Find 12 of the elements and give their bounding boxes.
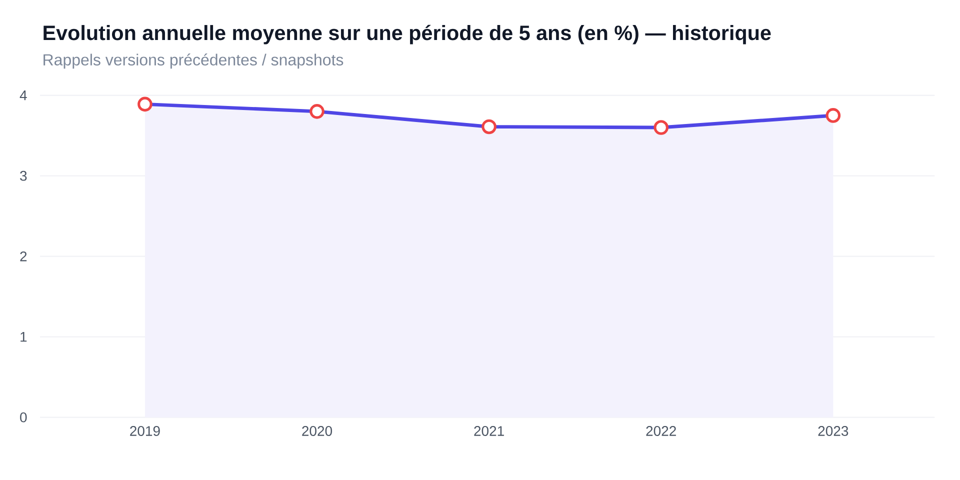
x-tick-label: 2019 bbox=[130, 426, 160, 436]
y-tick-label: 4 bbox=[20, 90, 27, 100]
y-tick-label: 2 bbox=[20, 251, 27, 262]
x-tick-label: 2023 bbox=[818, 426, 848, 436]
y-tick-label: 0 bbox=[20, 412, 27, 422]
x-tick-label: 2020 bbox=[302, 426, 332, 436]
x-tick-label: 2022 bbox=[646, 426, 676, 436]
y-tick-label: 3 bbox=[20, 170, 27, 181]
chart-subtitle: Rappels versions précédentes / snapshots bbox=[44, 54, 344, 69]
y-tick-label: 1 bbox=[20, 332, 27, 342]
chart-title: Evolution annuelle moyenne sur une période de 5 ans (en %) — historique bbox=[44, 24, 771, 44]
x-tick-label: 2021 bbox=[474, 426, 504, 436]
